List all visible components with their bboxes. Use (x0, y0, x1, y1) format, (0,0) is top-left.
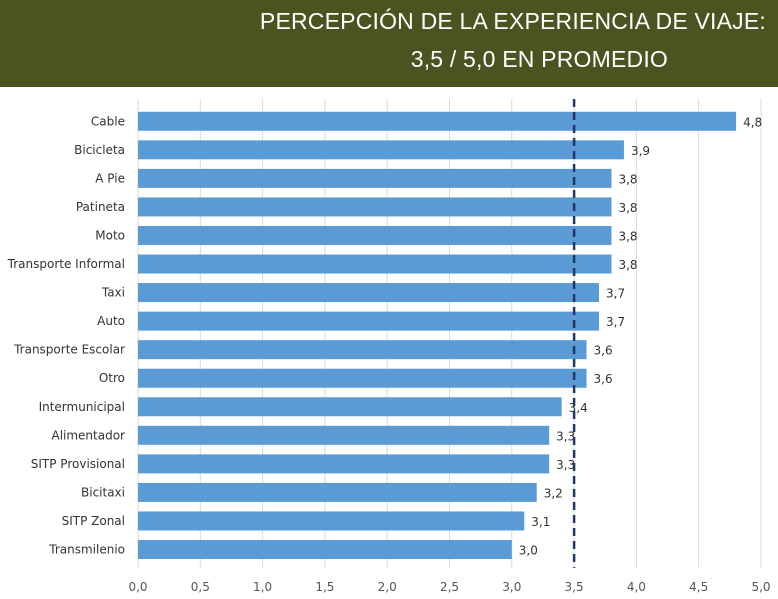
category-label: Intermunicipal (39, 400, 125, 414)
bar (138, 397, 562, 417)
category-label: Transporte Escolar (13, 343, 125, 357)
value-label: 3,8 (618, 201, 637, 215)
x-tick-label: 5,0 (751, 580, 770, 594)
value-label: 3,3 (556, 429, 575, 443)
category-label: Patineta (76, 200, 125, 214)
bar (138, 511, 525, 531)
category-label: Auto (97, 314, 125, 328)
bar (138, 340, 587, 360)
value-label: 3,4 (569, 401, 588, 415)
category-label: A Pie (95, 171, 125, 185)
category-label: Alimentador (51, 428, 125, 442)
chart-title: PERCEPCIÓN DE LA EXPERIENCIA DE VIAJE: (259, 8, 766, 34)
category-label: Moto (95, 228, 125, 242)
chart-subtitle: 3,5 / 5,0 EN PROMEDIO (410, 46, 668, 72)
value-label: 3,1 (531, 515, 550, 529)
value-label: 3,8 (618, 172, 637, 186)
bar-chart: Cable 4,8 Bicicleta 3,9 A Pie 3,8 Patineta 3,8 M… (7, 99, 771, 594)
x-tick-label: 3,0 (502, 580, 521, 594)
x-tick-label: 0,0 (128, 580, 147, 594)
bar (138, 368, 587, 388)
bar (138, 482, 537, 502)
bar (138, 454, 550, 474)
category-label: Taxi (101, 286, 125, 300)
bar (138, 311, 600, 331)
category-label: Bicitaxi (81, 485, 125, 499)
value-label: 3,3 (556, 458, 575, 472)
x-tick-label: 1,5 (315, 580, 334, 594)
category-label: Bicicleta (74, 143, 125, 157)
title-banner: PERCEPCIÓN DE LA EXPERIENCIA DE VIAJE: 3… (0, 0, 778, 87)
category-label: Cable (91, 114, 125, 128)
category-label: SITP Provisional (31, 457, 125, 471)
x-tick-label: 2,5 (440, 580, 459, 594)
bar (138, 140, 624, 160)
bar (138, 168, 612, 188)
value-label: 3,7 (606, 287, 625, 301)
category-label: Transporte Informal (7, 257, 125, 271)
value-label: 3,8 (618, 258, 637, 272)
value-label: 3,2 (544, 486, 563, 500)
category-label: Otro (99, 371, 125, 385)
x-tick-label: 4,5 (689, 580, 708, 594)
x-tick-label: 3,5 (565, 580, 584, 594)
category-label: Transmilenio (48, 543, 125, 557)
bar (138, 197, 612, 217)
value-label: 3,0 (519, 544, 538, 558)
bar (138, 425, 550, 445)
value-label: 3,8 (618, 229, 637, 243)
bar (138, 540, 512, 560)
x-tick-label: 0,5 (191, 580, 210, 594)
x-tick-label: 2,0 (378, 580, 397, 594)
x-tick-label: 4,0 (627, 580, 646, 594)
bar (138, 111, 737, 131)
value-label: 3,6 (594, 372, 613, 386)
bar (138, 225, 612, 245)
value-label: 4,8 (743, 115, 762, 129)
bar (138, 283, 600, 303)
x-tick-label: 1,0 (253, 580, 272, 594)
value-label: 3,7 (606, 315, 625, 329)
bar (138, 254, 612, 274)
category-label: SITP Zonal (62, 514, 125, 528)
value-label: 3,6 (594, 344, 613, 358)
value-label: 3,9 (631, 144, 650, 158)
